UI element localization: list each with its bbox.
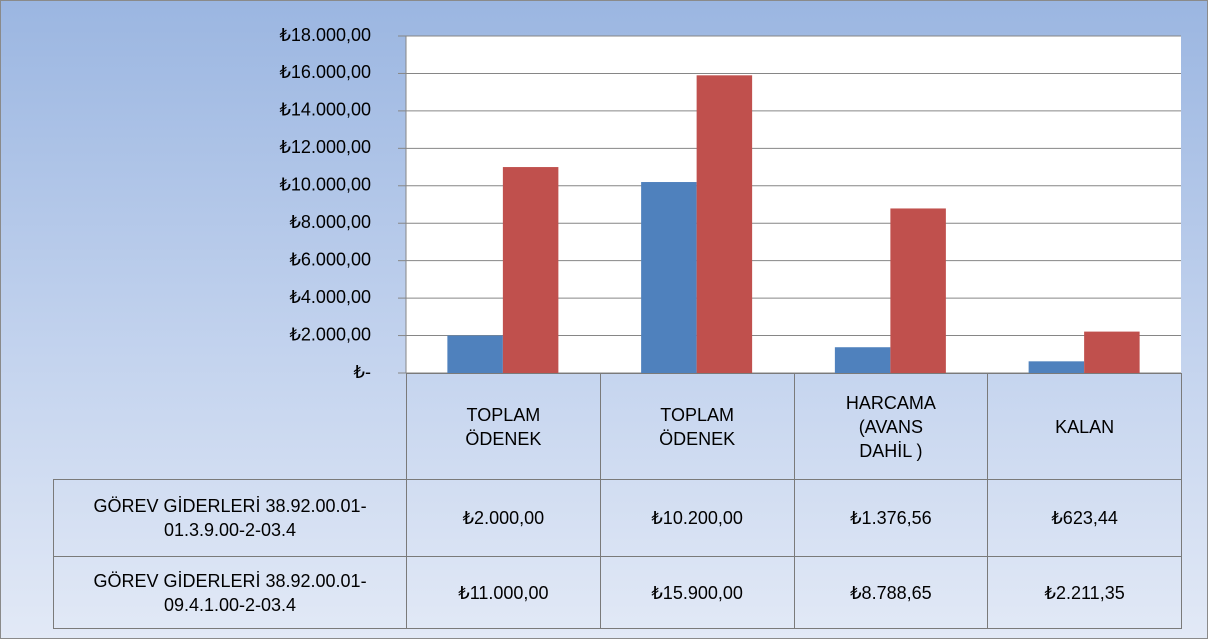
- data-label: ₺10.200,00: [599, 479, 795, 557]
- y-tick-label: ₺12.000,00: [279, 137, 371, 157]
- bar: [834, 347, 891, 373]
- data-label: ₺8.788,65: [793, 556, 989, 629]
- bar: [641, 182, 697, 373]
- data-label: ₺1.376,56: [793, 479, 989, 557]
- bar: [502, 167, 559, 373]
- y-tick-label: ₺-: [354, 362, 371, 382]
- bar: [447, 335, 503, 373]
- y-tick-label: ₺14.000,00: [279, 100, 371, 120]
- legend-entry: GÖREV GİDERLERİ 38.92.00.01-09.4.1.00-2-…: [53, 556, 407, 629]
- data-label: ₺11.000,00: [406, 556, 601, 629]
- legend-entry: GÖREV GİDERLERİ 38.92.00.01-01.3.9.00-2-…: [53, 479, 407, 557]
- bar: [1084, 331, 1140, 373]
- data-label: ₺2.211,35: [987, 556, 1182, 629]
- y-tick-label: ₺6.000,00: [289, 249, 371, 269]
- y-tick-label: ₺16.000,00: [279, 62, 371, 82]
- data-label: ₺15.900,00: [599, 556, 795, 629]
- x-tick-label: HARCAMA (AVANS DAHİL ): [793, 373, 989, 480]
- y-tick-label: ₺18.000,00: [279, 25, 371, 45]
- bar: [1028, 361, 1085, 373]
- y-tick-label: ₺8.000,00: [289, 212, 371, 232]
- data-label: ₺623,44: [987, 479, 1182, 557]
- x-tick-label: TOPLAM ÖDENEK: [406, 373, 601, 480]
- x-tick-label: TOPLAM ÖDENEK: [599, 373, 795, 480]
- data-label: ₺2.000,00: [406, 479, 601, 557]
- y-tick-label: ₺4.000,00: [289, 287, 371, 307]
- y-tick-label: ₺2.000,00: [289, 324, 371, 344]
- y-tick-label: ₺10.000,00: [279, 175, 371, 195]
- x-tick-label: KALAN: [987, 373, 1182, 480]
- bar: [890, 208, 946, 373]
- bar: [696, 75, 753, 374]
